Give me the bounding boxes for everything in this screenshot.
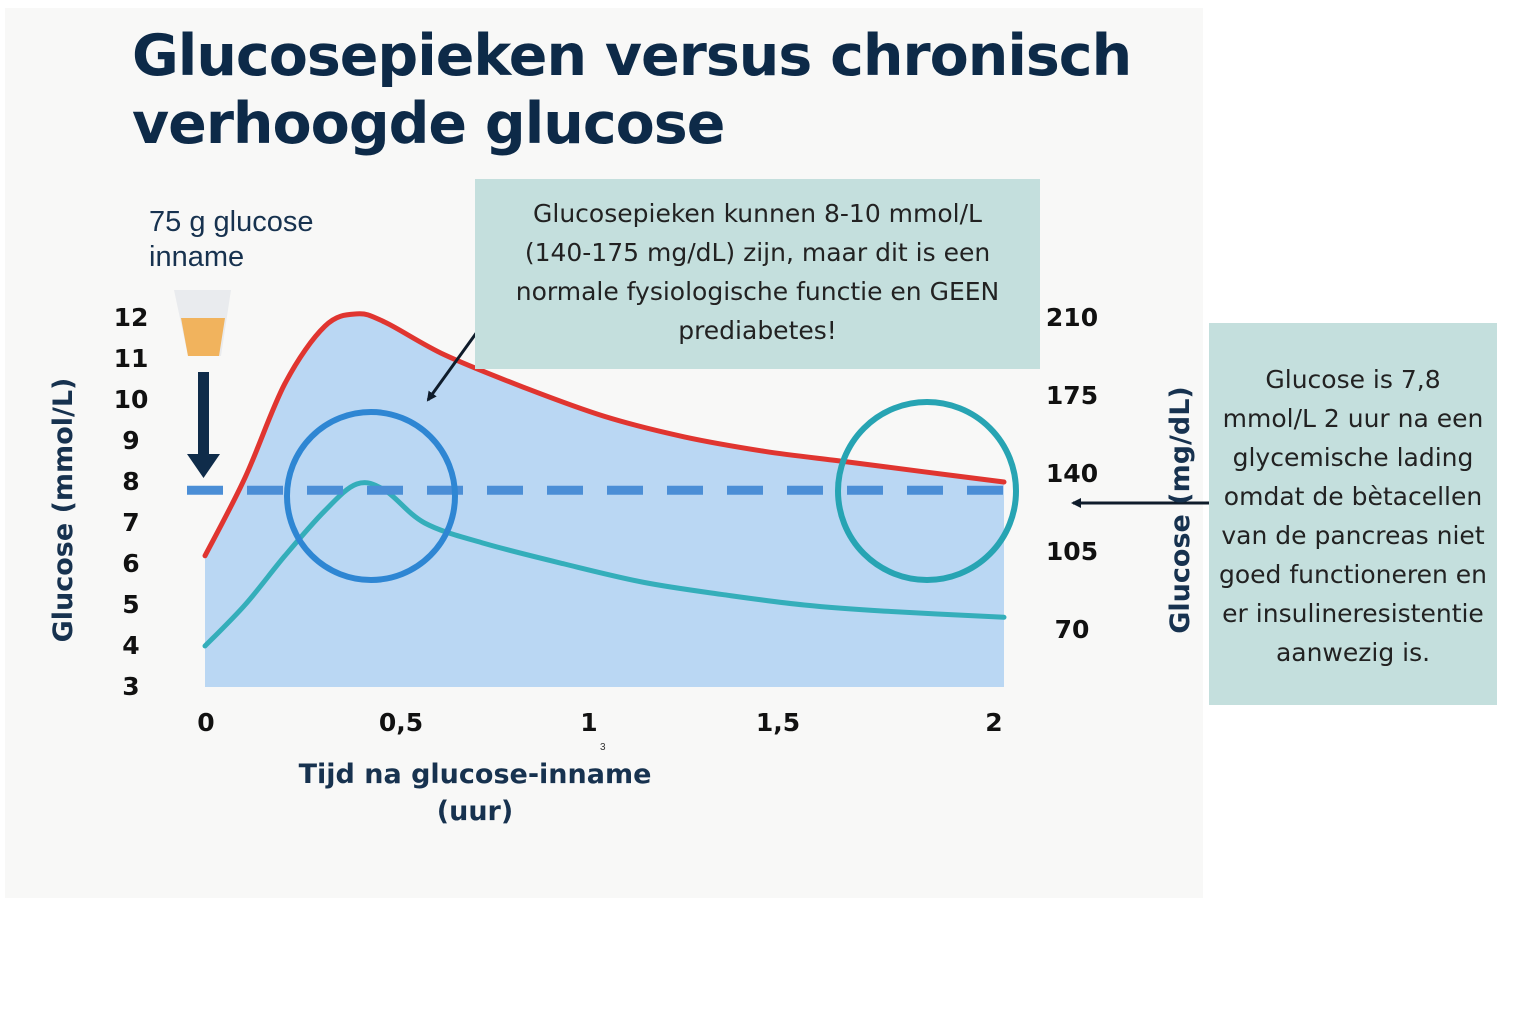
callout-right-line: er insulineresistentie	[1222, 599, 1484, 628]
callout-top-line: Glucosepieken kunnen 8-10 mmol/L	[533, 199, 982, 228]
stray-mark: 3	[600, 742, 606, 753]
callout-chronic-high: Glucose is 7,8 mmol/L 2 uur na een glyce…	[1209, 323, 1497, 705]
y-tick-right: 210	[1046, 303, 1098, 332]
x-tick: 1,5	[756, 708, 800, 737]
glucose-intake-label: 75 g glucose inname	[149, 205, 313, 275]
y-tick-right: 105	[1046, 537, 1098, 566]
callout-top-line: (140-175 mg/dL) zijn, maar dit is een	[524, 238, 991, 267]
page-title: Glucosepieken versus chronisch verhoogde…	[132, 22, 1132, 158]
peak-highlight-circle	[284, 409, 458, 583]
y-axis-title-left: Glucose (mmol/L)	[48, 378, 79, 643]
y-tick-left: 10	[114, 385, 149, 414]
y-tick-right: 175	[1046, 381, 1098, 410]
y-tick-left: 7	[122, 508, 139, 537]
y-tick-left: 6	[122, 549, 139, 578]
y-tick-left: 4	[122, 631, 139, 660]
y-tick-left: 5	[122, 590, 139, 619]
callout-right-line: glycemische lading	[1232, 443, 1474, 472]
x-tick: 0,5	[379, 708, 423, 737]
callout-right-line: goed functioneren en	[1219, 560, 1487, 589]
glucose-curve-spike	[202, 480, 1007, 649]
y-tick-right: 140	[1046, 459, 1098, 488]
callout-right-line: aanwezig is.	[1275, 638, 1431, 667]
glucose-cup-icon	[174, 290, 231, 478]
callout-right-line: mmol/L 2 uur na een	[1222, 404, 1484, 433]
y-tick-right: 70	[1055, 615, 1090, 644]
x-tick: 0	[197, 708, 214, 737]
x-tick: 1	[580, 708, 597, 737]
callout-right-line: van de pancreas niet	[1221, 521, 1485, 550]
y-tick-left: 3	[122, 672, 139, 701]
callout-arrow-peak	[426, 331, 479, 402]
glucose-curve-chronic	[202, 311, 1007, 559]
x-axis-title: Tijd na glucose-inname (uur)	[290, 756, 660, 830]
callout-top-line: prediabetes!	[678, 316, 837, 345]
title-line-2: verhoogde glucose	[132, 91, 725, 157]
end-highlight-circle	[835, 399, 1019, 583]
x-axis-title-line-2: (uur)	[436, 796, 514, 827]
callout-right-line: omdat de bètacellen	[1223, 482, 1483, 511]
x-axis-title-line-1: Tijd na glucose-inname	[298, 759, 652, 790]
y-tick-left: 9	[122, 426, 139, 455]
title-line-1: Glucosepieken versus chronisch	[132, 23, 1132, 89]
callout-right-line: Glucose is 7,8	[1265, 365, 1441, 394]
callout-peaks-normal: Glucosepieken kunnen 8-10 mmol/L (140-17…	[475, 179, 1040, 369]
intake-line-2: inname	[149, 241, 245, 273]
intake-line-1: 75 g glucose	[149, 206, 314, 238]
y-tick-left: 12	[114, 303, 149, 332]
y-axis-title-right: Glucose (mg/dL)	[1165, 386, 1196, 634]
y-tick-left: 8	[122, 467, 139, 496]
x-tick: 2	[985, 708, 1002, 737]
y-tick-left: 11	[114, 344, 149, 373]
area-under-curve	[205, 313, 1004, 687]
callout-top-line: normale fysiologische functie en GEEN	[515, 277, 1000, 306]
